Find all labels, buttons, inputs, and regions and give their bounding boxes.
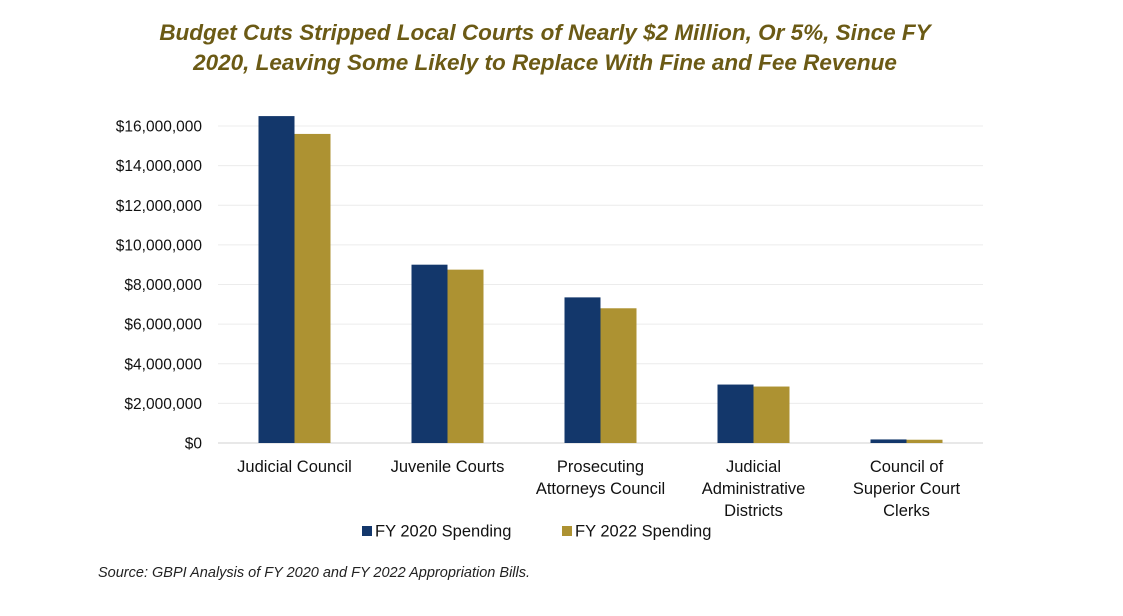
source-note: Source: GBPI Analysis of FY 2020 and FY …	[98, 565, 531, 581]
y-tick-label: $0	[185, 436, 203, 453]
x-category-label: Judicial Council	[237, 458, 352, 476]
y-tick-label: $10,000,000	[116, 237, 203, 254]
legend-swatch	[562, 526, 572, 536]
y-tick-label: $8,000,000	[124, 277, 202, 294]
bar-fy2022	[294, 133, 331, 444]
x-category-label: Attorneys Council	[536, 480, 665, 498]
y-tick-label: $12,000,000	[116, 198, 203, 215]
legend-label: FY 2022 Spending	[575, 523, 711, 541]
y-tick-label: $4,000,000	[124, 356, 202, 373]
bar-fy2022	[906, 439, 943, 443]
bar-fy2022	[600, 308, 637, 443]
x-category-label: Superior Court	[853, 480, 961, 498]
bar-fy2020	[870, 439, 907, 443]
x-category-label: Judicial	[726, 458, 781, 476]
legend-swatch	[362, 526, 372, 536]
x-category-label: Clerks	[883, 502, 930, 520]
chart-title-line-1: Budget Cuts Stripped Local Courts of Nea…	[159, 20, 931, 45]
bar-fy2022	[447, 269, 484, 443]
y-tick-label: $6,000,000	[124, 317, 202, 334]
bar-fy2022	[753, 386, 790, 443]
chart-title: Budget Cuts Stripped Local Courts of Nea…	[0, 18, 1090, 78]
y-tick-label: $2,000,000	[124, 396, 202, 413]
x-category-label: Districts	[724, 502, 783, 520]
y-tick-label: $14,000,000	[116, 158, 203, 175]
bar-fy2020	[411, 264, 448, 443]
bar-fy2020	[564, 297, 601, 443]
bar-fy2020	[258, 116, 295, 443]
chart-title-line-2: 2020, Leaving Some Likely to Replace Wit…	[193, 50, 897, 75]
y-tick-label: $16,000,000	[116, 119, 203, 136]
legend-label: FY 2020 Spending	[375, 523, 511, 541]
bar-fy2020	[717, 384, 754, 443]
x-category-label: Juvenile Courts	[391, 458, 505, 476]
x-category-label: Administrative	[702, 480, 806, 498]
x-category-label: Council of	[870, 458, 944, 476]
x-category-label: Prosecuting	[557, 458, 644, 476]
